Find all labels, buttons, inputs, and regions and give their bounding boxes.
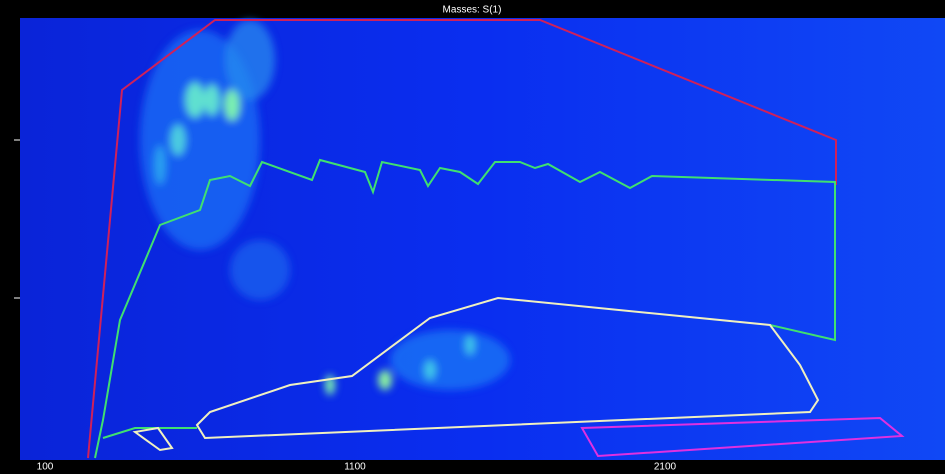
plot-title: Masses: S(1): [443, 5, 502, 16]
x-tick-label: 1100: [344, 462, 366, 473]
x-tick-label: 100: [37, 462, 54, 473]
x-tick-label: 2100: [654, 462, 677, 473]
plot-window: Masses: S(1) 100 1100 2100: [0, 0, 945, 474]
page: Masses: S(1) 100 1100 2100 (() => { cons…: [0, 0, 945, 474]
